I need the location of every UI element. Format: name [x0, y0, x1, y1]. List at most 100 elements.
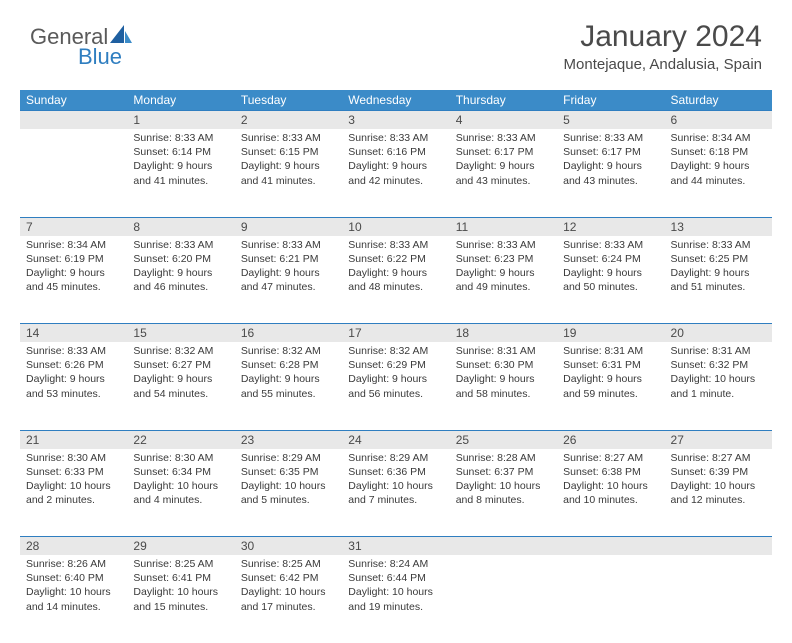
day-number-cell: 5	[557, 111, 664, 130]
day-header: Friday	[557, 90, 664, 111]
day-detail-text: Sunrise: 8:27 AMSunset: 6:39 PMDaylight:…	[671, 449, 766, 508]
week-content-row: Sunrise: 8:33 AMSunset: 6:14 PMDaylight:…	[20, 129, 772, 217]
day-cell: Sunrise: 8:33 AMSunset: 6:21 PMDaylight:…	[235, 236, 342, 324]
day-cell: Sunrise: 8:25 AMSunset: 6:42 PMDaylight:…	[235, 555, 342, 643]
day-detail-text: Sunrise: 8:32 AMSunset: 6:27 PMDaylight:…	[133, 342, 228, 401]
day-detail-text: Sunrise: 8:32 AMSunset: 6:28 PMDaylight:…	[241, 342, 336, 401]
day-number-cell: 10	[342, 217, 449, 236]
day-number-cell: 6	[665, 111, 772, 130]
day-header: Sunday	[20, 90, 127, 111]
week-content-row: Sunrise: 8:26 AMSunset: 6:40 PMDaylight:…	[20, 555, 772, 643]
day-cell: Sunrise: 8:31 AMSunset: 6:30 PMDaylight:…	[450, 342, 557, 430]
day-number-cell: 26	[557, 430, 664, 449]
day-number-cell: 7	[20, 217, 127, 236]
week-daynum-row: 21222324252627	[20, 430, 772, 449]
day-cell: Sunrise: 8:33 AMSunset: 6:25 PMDaylight:…	[665, 236, 772, 324]
day-detail-text: Sunrise: 8:30 AMSunset: 6:34 PMDaylight:…	[133, 449, 228, 508]
day-number-cell: 22	[127, 430, 234, 449]
day-detail-text: Sunrise: 8:31 AMSunset: 6:31 PMDaylight:…	[563, 342, 658, 401]
day-cell: Sunrise: 8:24 AMSunset: 6:44 PMDaylight:…	[342, 555, 449, 643]
day-number-cell: 16	[235, 324, 342, 343]
day-detail-text: Sunrise: 8:31 AMSunset: 6:30 PMDaylight:…	[456, 342, 551, 401]
day-cell: Sunrise: 8:29 AMSunset: 6:35 PMDaylight:…	[235, 449, 342, 537]
day-cell: Sunrise: 8:27 AMSunset: 6:39 PMDaylight:…	[665, 449, 772, 537]
day-header: Monday	[127, 90, 234, 111]
day-number-cell	[557, 537, 664, 556]
day-detail-text: Sunrise: 8:25 AMSunset: 6:41 PMDaylight:…	[133, 555, 228, 614]
day-cell	[450, 555, 557, 643]
day-cell: Sunrise: 8:31 AMSunset: 6:32 PMDaylight:…	[665, 342, 772, 430]
day-detail-text: Sunrise: 8:33 AMSunset: 6:15 PMDaylight:…	[241, 129, 336, 188]
day-number-cell: 9	[235, 217, 342, 236]
day-number-cell: 17	[342, 324, 449, 343]
day-cell	[20, 129, 127, 217]
day-detail-text: Sunrise: 8:31 AMSunset: 6:32 PMDaylight:…	[671, 342, 766, 401]
day-header: Thursday	[450, 90, 557, 111]
day-cell: Sunrise: 8:28 AMSunset: 6:37 PMDaylight:…	[450, 449, 557, 537]
day-number-cell	[665, 537, 772, 556]
day-cell: Sunrise: 8:32 AMSunset: 6:29 PMDaylight:…	[342, 342, 449, 430]
day-cell: Sunrise: 8:29 AMSunset: 6:36 PMDaylight:…	[342, 449, 449, 537]
day-cell: Sunrise: 8:32 AMSunset: 6:28 PMDaylight:…	[235, 342, 342, 430]
day-cell: Sunrise: 8:33 AMSunset: 6:22 PMDaylight:…	[342, 236, 449, 324]
day-number-cell: 15	[127, 324, 234, 343]
day-number-cell: 2	[235, 111, 342, 130]
day-number-cell	[450, 537, 557, 556]
day-cell: Sunrise: 8:25 AMSunset: 6:41 PMDaylight:…	[127, 555, 234, 643]
day-cell: Sunrise: 8:33 AMSunset: 6:26 PMDaylight:…	[20, 342, 127, 430]
day-detail-text: Sunrise: 8:32 AMSunset: 6:29 PMDaylight:…	[348, 342, 443, 401]
day-number-cell: 25	[450, 430, 557, 449]
day-cell: Sunrise: 8:30 AMSunset: 6:34 PMDaylight:…	[127, 449, 234, 537]
day-number-cell: 20	[665, 324, 772, 343]
day-number-cell: 31	[342, 537, 449, 556]
day-detail-text: Sunrise: 8:33 AMSunset: 6:20 PMDaylight:…	[133, 236, 228, 295]
brand-logo: General Blue	[30, 24, 132, 76]
day-cell	[557, 555, 664, 643]
day-detail-text: Sunrise: 8:34 AMSunset: 6:19 PMDaylight:…	[26, 236, 121, 295]
day-detail-text: Sunrise: 8:33 AMSunset: 6:17 PMDaylight:…	[563, 129, 658, 188]
day-number-cell: 28	[20, 537, 127, 556]
day-number-cell: 18	[450, 324, 557, 343]
day-cell: Sunrise: 8:30 AMSunset: 6:33 PMDaylight:…	[20, 449, 127, 537]
week-daynum-row: 28293031	[20, 537, 772, 556]
day-cell: Sunrise: 8:31 AMSunset: 6:31 PMDaylight:…	[557, 342, 664, 430]
day-cell: Sunrise: 8:34 AMSunset: 6:18 PMDaylight:…	[665, 129, 772, 217]
day-detail-text: Sunrise: 8:33 AMSunset: 6:25 PMDaylight:…	[671, 236, 766, 295]
day-number-cell: 23	[235, 430, 342, 449]
day-cell: Sunrise: 8:26 AMSunset: 6:40 PMDaylight:…	[20, 555, 127, 643]
day-header: Saturday	[665, 90, 772, 111]
day-number-cell: 1	[127, 111, 234, 130]
calendar-table: SundayMondayTuesdayWednesdayThursdayFrid…	[20, 90, 772, 643]
day-detail-text: Sunrise: 8:33 AMSunset: 6:16 PMDaylight:…	[348, 129, 443, 188]
week-daynum-row: 123456	[20, 111, 772, 130]
logo-word-2: Blue	[78, 44, 122, 70]
day-cell	[665, 555, 772, 643]
day-number-cell: 3	[342, 111, 449, 130]
day-detail-text: Sunrise: 8:26 AMSunset: 6:40 PMDaylight:…	[26, 555, 121, 614]
day-cell: Sunrise: 8:33 AMSunset: 6:16 PMDaylight:…	[342, 129, 449, 217]
day-detail-text: Sunrise: 8:29 AMSunset: 6:36 PMDaylight:…	[348, 449, 443, 508]
page-header: January 2024 Montejaque, Andalusia, Spai…	[564, 20, 762, 73]
day-number-cell: 4	[450, 111, 557, 130]
week-content-row: Sunrise: 8:33 AMSunset: 6:26 PMDaylight:…	[20, 342, 772, 430]
day-detail-text: Sunrise: 8:33 AMSunset: 6:23 PMDaylight:…	[456, 236, 551, 295]
day-number-cell	[20, 111, 127, 130]
day-number-cell: 13	[665, 217, 772, 236]
location-subtitle: Montejaque, Andalusia, Spain	[564, 56, 762, 73]
day-detail-text: Sunrise: 8:24 AMSunset: 6:44 PMDaylight:…	[348, 555, 443, 614]
day-number-cell: 27	[665, 430, 772, 449]
day-number-cell: 11	[450, 217, 557, 236]
day-detail-text: Sunrise: 8:29 AMSunset: 6:35 PMDaylight:…	[241, 449, 336, 508]
day-cell: Sunrise: 8:33 AMSunset: 6:17 PMDaylight:…	[557, 129, 664, 217]
week-daynum-row: 78910111213	[20, 217, 772, 236]
day-detail-text: Sunrise: 8:33 AMSunset: 6:21 PMDaylight:…	[241, 236, 336, 295]
day-cell: Sunrise: 8:33 AMSunset: 6:14 PMDaylight:…	[127, 129, 234, 217]
day-header: Tuesday	[235, 90, 342, 111]
month-title: January 2024	[564, 20, 762, 54]
day-cell: Sunrise: 8:27 AMSunset: 6:38 PMDaylight:…	[557, 449, 664, 537]
day-number-cell: 14	[20, 324, 127, 343]
day-detail-text: Sunrise: 8:33 AMSunset: 6:14 PMDaylight:…	[133, 129, 228, 188]
week-daynum-row: 14151617181920	[20, 324, 772, 343]
day-number-cell: 29	[127, 537, 234, 556]
day-detail-text: Sunrise: 8:33 AMSunset: 6:24 PMDaylight:…	[563, 236, 658, 295]
